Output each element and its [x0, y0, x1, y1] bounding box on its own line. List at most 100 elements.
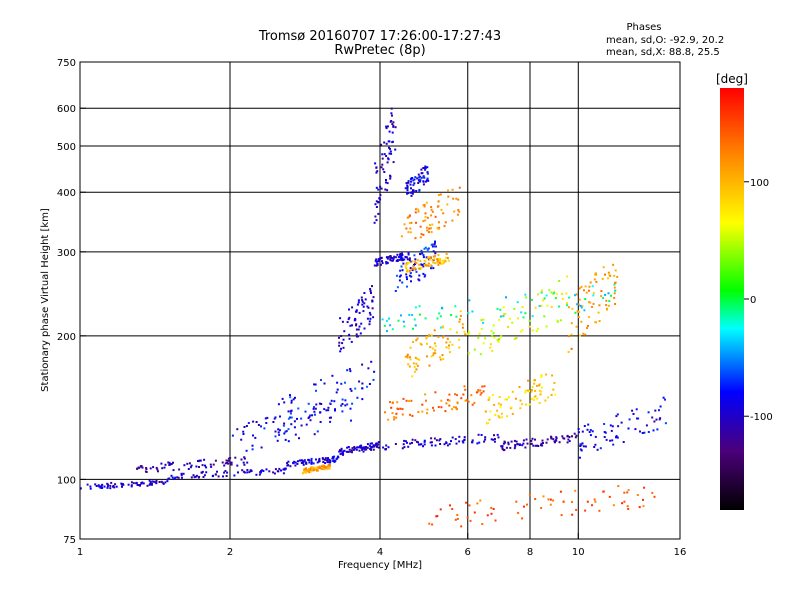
data-point — [437, 257, 440, 260]
data-point — [311, 466, 314, 469]
data-point — [315, 403, 318, 406]
data-point — [360, 322, 363, 325]
data-point — [421, 264, 424, 266]
data-point — [290, 423, 293, 426]
data-point — [591, 285, 594, 288]
data-point — [309, 469, 312, 472]
data-point — [540, 376, 543, 378]
data-point — [407, 363, 410, 366]
data-point — [365, 446, 368, 449]
data-point — [388, 152, 391, 155]
data-point — [324, 466, 327, 469]
data-point — [605, 304, 608, 307]
data-point — [324, 457, 327, 460]
data-point — [406, 269, 409, 272]
data-point — [283, 422, 286, 425]
data-point — [274, 468, 277, 471]
data-point — [264, 417, 267, 420]
data-point — [139, 484, 141, 486]
data-point — [419, 260, 422, 263]
data-point — [392, 124, 395, 127]
data-point — [336, 381, 339, 384]
data-point — [449, 328, 452, 331]
data-point — [163, 466, 166, 469]
data-point — [440, 262, 442, 265]
data-point — [662, 396, 665, 399]
data-point — [588, 431, 591, 433]
data-point — [361, 387, 364, 390]
data-point — [517, 443, 520, 446]
data-point — [386, 161, 389, 164]
data-point — [462, 393, 465, 396]
data-point — [528, 494, 531, 497]
data-point — [336, 455, 339, 458]
data-point — [488, 396, 491, 399]
data-point — [414, 306, 417, 309]
data-point — [379, 185, 382, 188]
data-point — [573, 432, 576, 435]
data-point — [536, 397, 539, 400]
data-point — [448, 443, 451, 446]
data-point — [587, 423, 590, 426]
data-point — [555, 437, 558, 440]
data-point — [484, 436, 487, 439]
data-point — [323, 382, 326, 385]
data-point — [391, 328, 394, 331]
data-point — [423, 264, 426, 267]
data-point — [498, 319, 501, 321]
data-point — [492, 332, 495, 335]
data-point — [542, 299, 545, 302]
data-point — [411, 414, 414, 417]
data-point — [362, 305, 365, 308]
data-point — [107, 483, 110, 486]
data-point — [360, 446, 363, 449]
data-point — [439, 356, 441, 359]
data-point — [434, 444, 437, 447]
data-point — [580, 449, 583, 452]
data-point — [497, 340, 500, 343]
data-point — [409, 358, 412, 361]
data-point — [464, 399, 467, 402]
data-point — [647, 431, 650, 433]
data-point — [195, 465, 198, 468]
data-point — [431, 245, 434, 248]
data-point — [381, 260, 383, 263]
data-point — [408, 259, 411, 261]
data-point — [542, 442, 544, 444]
data-point — [381, 153, 384, 156]
data-point — [350, 449, 353, 452]
data-point — [445, 402, 448, 405]
data-point — [412, 179, 415, 182]
data-point — [452, 197, 455, 200]
y-tick-label: 750 — [57, 58, 76, 69]
data-point — [425, 180, 427, 183]
data-point — [418, 274, 421, 277]
data-point — [494, 438, 496, 441]
data-point — [137, 484, 140, 486]
data-point — [410, 280, 412, 283]
data-point — [363, 292, 366, 294]
data-point — [581, 430, 584, 433]
data-point — [347, 446, 350, 448]
data-point — [277, 403, 280, 406]
data-point — [611, 425, 614, 428]
data-point — [434, 391, 437, 394]
data-point — [121, 485, 123, 488]
data-point — [422, 204, 425, 207]
data-point — [455, 442, 458, 445]
data-point — [227, 457, 230, 460]
data-point — [411, 438, 414, 441]
data-point — [651, 491, 654, 494]
data-point — [327, 409, 330, 412]
data-point — [407, 262, 410, 265]
data-point — [300, 417, 303, 420]
data-point — [355, 328, 358, 331]
data-point — [398, 279, 401, 282]
data-point — [313, 468, 316, 471]
data-point — [357, 299, 360, 302]
data-point — [439, 259, 442, 262]
data-point — [589, 281, 592, 284]
data-point — [420, 233, 423, 236]
data-point — [318, 465, 321, 468]
data-point — [513, 447, 516, 450]
